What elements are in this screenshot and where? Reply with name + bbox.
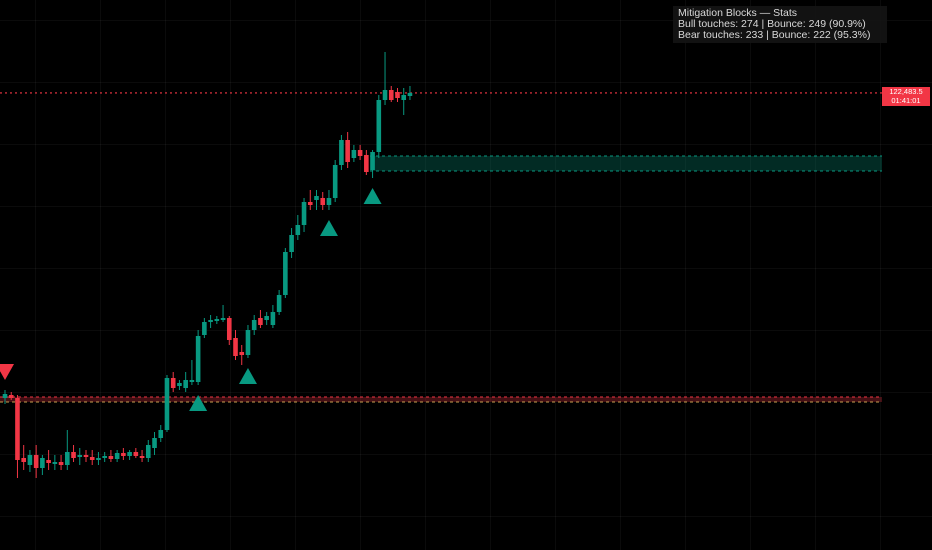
candle-body <box>332 165 338 198</box>
candle-body <box>233 338 238 356</box>
candle-body <box>177 383 182 386</box>
candle-body <box>46 460 51 463</box>
candle-body <box>270 312 276 325</box>
candle-body <box>158 430 164 438</box>
candle-body <box>364 155 369 172</box>
candle-body <box>96 458 101 460</box>
stats-line: Bear touches: 233 | Bounce: 222 (95.3%) <box>678 29 871 41</box>
candle-body <box>164 378 170 430</box>
candle-body <box>370 152 375 170</box>
candle-body <box>202 322 207 335</box>
candle-body <box>170 378 176 388</box>
candle-body <box>245 330 251 355</box>
candle-body <box>258 318 263 325</box>
candle-body <box>145 445 151 458</box>
candle-body <box>208 320 213 322</box>
candle-body <box>357 150 363 156</box>
candle-body <box>40 458 45 468</box>
candle-body <box>108 456 114 459</box>
last-price: 122,483.5 <box>889 87 923 96</box>
candle-body <box>15 398 20 460</box>
candle-body <box>407 92 413 96</box>
candle-body <box>77 455 83 457</box>
candle-body <box>289 235 294 252</box>
candle-body <box>251 320 257 330</box>
candle-body <box>121 453 126 456</box>
stats-panel: Mitigation Blocks — Stats Bull touches: … <box>673 6 887 43</box>
candle-body <box>8 395 14 398</box>
candle-body <box>351 150 357 158</box>
candle-body <box>195 336 201 382</box>
countdown: 01:41:01 <box>891 96 921 105</box>
candle-body <box>65 452 70 465</box>
candle-body <box>52 462 58 464</box>
stats-title: Mitigation Blocks — Stats <box>678 7 798 19</box>
bull-signal <box>238 368 257 384</box>
zone <box>370 156 882 171</box>
candle-body <box>301 202 307 225</box>
candle-body <box>307 202 313 205</box>
candle-body <box>264 316 269 320</box>
candle-body <box>276 295 282 312</box>
candle-body <box>314 196 319 200</box>
candle-body <box>283 252 288 295</box>
candle-body <box>220 318 226 320</box>
candle-body <box>127 452 132 456</box>
candle-body <box>58 462 64 465</box>
candle-body <box>239 352 245 355</box>
candle-body <box>401 95 407 100</box>
candle-body <box>326 198 332 205</box>
candle-body <box>21 458 26 462</box>
candle-body <box>214 319 220 321</box>
candle-body <box>114 453 120 459</box>
candle-body <box>376 100 382 152</box>
bull-signal <box>319 220 338 236</box>
candle-body <box>152 438 157 448</box>
price-label: 122,483.5 01:41:01 <box>882 87 930 106</box>
candle-body <box>295 225 301 235</box>
candle-body <box>139 456 145 458</box>
zone <box>0 397 882 402</box>
candle-body <box>339 140 344 165</box>
candle-body <box>33 455 39 468</box>
candle-body <box>83 455 89 457</box>
candle-body <box>89 457 95 460</box>
candle-body <box>226 318 232 340</box>
candle-body <box>133 452 139 456</box>
bull-signal <box>189 395 208 411</box>
stats-line: Bull touches: 274 | Bounce: 249 (90.9%) <box>678 18 866 30</box>
candle-body <box>102 456 107 458</box>
candle-body <box>388 90 394 100</box>
candle-body <box>27 455 33 465</box>
bull-signal <box>363 188 382 204</box>
candle-body <box>2 394 8 398</box>
candle-body <box>395 92 400 98</box>
candle-body <box>382 90 388 100</box>
candle-body <box>183 380 188 388</box>
bear-signal <box>0 364 14 380</box>
candle-body <box>345 140 350 162</box>
candle-body <box>320 198 326 205</box>
candle-body <box>189 380 195 382</box>
candle-body <box>71 452 76 458</box>
